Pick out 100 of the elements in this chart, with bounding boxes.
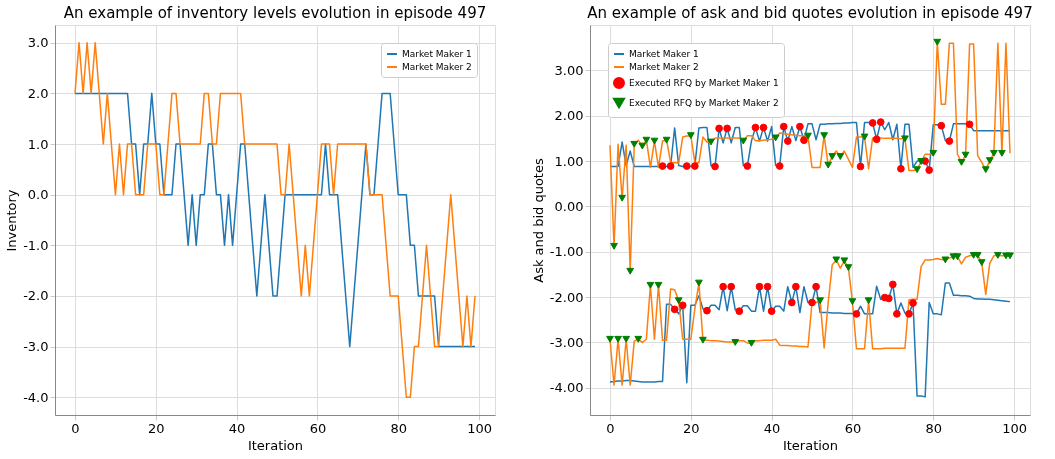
chart-title: An example of ask and bid quotes evolution in episode 497 — [587, 4, 1033, 22]
point — [933, 38, 942, 46]
point — [670, 305, 679, 314]
point — [848, 298, 857, 306]
chart-title: An example of inventory levels evolution in episode 497 — [63, 4, 487, 22]
point — [654, 281, 663, 289]
point — [751, 123, 760, 132]
point — [840, 257, 849, 265]
y-tick-label: 3.0 — [27, 35, 49, 51]
point — [767, 307, 776, 315]
point — [832, 256, 841, 264]
point — [860, 133, 869, 141]
point — [695, 279, 703, 287]
y-axis-title: Inventory — [4, 189, 20, 252]
point — [747, 339, 756, 347]
point — [836, 153, 845, 160]
point — [606, 335, 614, 343]
point — [961, 151, 970, 159]
point — [614, 335, 622, 343]
legend-label: Market Maker 1 — [629, 49, 699, 59]
point — [674, 297, 683, 305]
x-tick-label: 100 — [1002, 420, 1027, 436]
point — [816, 297, 824, 305]
point — [812, 282, 820, 291]
y-tick-label: 0.0 — [27, 187, 49, 203]
point — [779, 122, 788, 131]
point — [913, 166, 921, 174]
point — [666, 162, 675, 170]
point — [957, 159, 966, 166]
y-tick-label: 0.00 — [554, 198, 584, 214]
point — [994, 251, 1002, 259]
point — [618, 194, 626, 202]
y-tick-label: 1.0 — [27, 136, 49, 152]
point — [901, 135, 909, 143]
point — [796, 122, 804, 131]
y-tick-label: -2.0 — [23, 288, 49, 304]
point — [783, 137, 792, 145]
point — [808, 298, 816, 307]
point — [820, 132, 828, 140]
point — [715, 124, 723, 133]
y-tick-label: 3.00 — [554, 62, 584, 78]
point — [662, 136, 671, 144]
point — [642, 136, 651, 144]
point — [678, 301, 687, 310]
legend-label: Executed RFQ by Market Maker 2 — [629, 98, 779, 108]
point — [610, 242, 618, 250]
point — [897, 164, 905, 173]
point — [622, 335, 631, 343]
y-tick-label: 2.00 — [554, 108, 584, 124]
legend-label: Market Maker 1 — [402, 49, 472, 59]
point — [703, 306, 711, 315]
point — [876, 118, 885, 126]
point — [771, 134, 780, 142]
point — [634, 335, 643, 343]
point — [893, 310, 901, 318]
x-tick-label: 60 — [844, 420, 862, 436]
point — [856, 162, 865, 171]
point — [626, 267, 635, 275]
point — [965, 120, 974, 129]
point — [828, 153, 837, 160]
point — [690, 162, 699, 170]
y-tick-label: 2.0 — [27, 85, 49, 101]
x-tick-label: 80 — [925, 420, 943, 436]
point — [658, 162, 667, 170]
point — [888, 280, 897, 289]
point — [909, 299, 917, 307]
point — [985, 157, 994, 164]
y-tick-label: -4.00 — [549, 380, 584, 396]
point — [682, 162, 691, 170]
point — [792, 282, 800, 291]
point — [800, 136, 808, 145]
x-tick-label: 100 — [467, 420, 492, 436]
point — [905, 310, 913, 318]
point — [804, 132, 812, 140]
y-tick-label: -1.0 — [23, 237, 49, 253]
point — [731, 339, 740, 346]
line-series — [74, 92, 476, 348]
x-tick-label: 80 — [390, 420, 408, 436]
point — [989, 149, 998, 157]
point — [686, 132, 695, 140]
y-tick-label: -3.0 — [23, 339, 49, 355]
point — [638, 142, 647, 150]
point — [650, 137, 659, 145]
point — [743, 162, 752, 170]
point — [872, 135, 881, 144]
legend-label: Executed RFQ by Market Maker 1 — [629, 78, 779, 88]
point — [852, 310, 861, 318]
y-tick-label: -2.00 — [549, 289, 584, 305]
x-tick-label: 40 — [763, 420, 781, 436]
x-tick-label: 60 — [309, 420, 327, 436]
point — [824, 161, 833, 169]
point — [973, 251, 982, 259]
legend-label: Market Maker 2 — [402, 62, 472, 72]
point — [787, 298, 796, 307]
point — [739, 137, 748, 145]
point — [646, 281, 655, 289]
point — [941, 256, 950, 264]
point — [735, 307, 744, 315]
point — [945, 137, 954, 145]
legend-label: Market Maker 2 — [629, 62, 699, 72]
